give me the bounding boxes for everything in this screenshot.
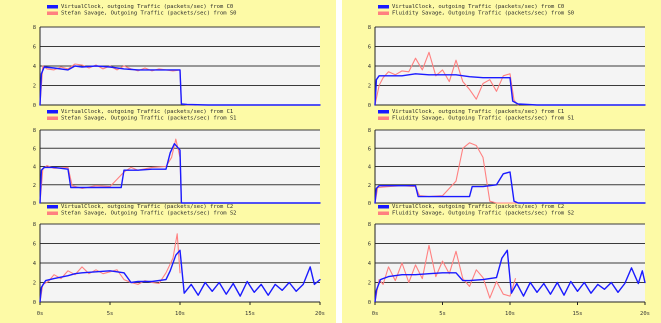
y-tick-label: 6 [368, 242, 371, 248]
series-line-1 [374, 249, 646, 303]
legend-label: VirtualClock, outgoing Traffic (packets/… [61, 109, 233, 115]
y-tick-label: 6 [368, 45, 371, 51]
legend-label: Fluidity Savage, Outgoing Traffic (packe… [392, 211, 574, 217]
x-tick-label: 20s [640, 311, 650, 317]
legend-swatch [378, 11, 389, 15]
series-line-1 [39, 65, 321, 106]
x-tick-label: 20s [315, 311, 325, 317]
y-tick-label: 0 [368, 300, 371, 306]
y-tick-label: 6 [33, 242, 36, 248]
y-tick-label: 4 [368, 165, 372, 171]
legend-swatch [378, 116, 389, 120]
legend-swatch [47, 205, 58, 209]
y-tick-label: 4 [33, 64, 37, 70]
y-tick-label: 6 [33, 45, 36, 51]
y-tick-label: 8 [33, 222, 36, 228]
x-tick-label: 15s [573, 311, 583, 317]
y-tick-label: 8 [368, 25, 371, 31]
y-tick-label: 2 [368, 281, 371, 287]
legend-label: Stefan Savage, Outgoing Traffic (packets… [61, 211, 237, 217]
legend-swatch [378, 5, 389, 9]
y-tick-label: 8 [33, 25, 36, 31]
chart-5: 0 2 4 6 8 VirtualClock, outgoing Traffic (pac… [368, 109, 646, 207]
y-tick-label: 2 [33, 84, 36, 90]
y-tick-label: 4 [33, 261, 37, 267]
y-tick-label: 2 [368, 183, 371, 189]
legend-label: VirtualClock, outgoing Traffic (packets/… [392, 109, 564, 115]
y-tick-label: 8 [368, 128, 371, 134]
y-tick-label: 0 [33, 300, 36, 306]
y-tick-label: 4 [368, 64, 372, 70]
legend-swatch [47, 11, 58, 15]
legend-label: Fluidity Savage, Outgoing Traffic (packe… [392, 11, 574, 17]
x-tick-label: 0s [372, 311, 379, 317]
x-tick-label: 0s [37, 311, 44, 317]
y-tick-label: 4 [368, 261, 372, 267]
y-tick-label: 0 [33, 103, 36, 109]
y-tick-label: 2 [33, 183, 36, 189]
legend-swatch [47, 211, 58, 215]
legend-swatch [378, 110, 389, 114]
legend-swatch [47, 116, 58, 120]
y-tick-label: 8 [368, 222, 371, 228]
chart-2: 0 2 4 6 8 VirtualClock, outgoing Traffic (pac… [33, 109, 321, 207]
series-line-1 [374, 73, 646, 106]
x-tick-label: 5s [439, 311, 446, 317]
x-tick-label: 10s [175, 311, 185, 317]
x-tick-label: 15s [245, 311, 255, 317]
y-tick-label: 2 [368, 84, 371, 90]
chart-1: 0 2 4 6 8 VirtualClock, outgoing Traffic (pac… [33, 4, 321, 109]
y-tick-label: 4 [33, 165, 37, 171]
series-line-1 [39, 142, 321, 204]
y-tick-label: 6 [368, 146, 371, 152]
y-tick-label: 2 [33, 281, 36, 287]
x-tick-label: 5s [107, 311, 114, 317]
y-tick-label: 0 [368, 103, 371, 109]
legend-label: VirtualClock, outgoing Traffic (packets/… [61, 4, 233, 10]
y-tick-label: 0 [33, 201, 36, 207]
series-line-2 [374, 51, 519, 106]
y-tick-label: 0 [368, 201, 371, 207]
legend-label: Fluidity Savage, Outgoing Traffic (packe… [392, 116, 574, 122]
series-line-1 [39, 249, 321, 303]
legend-swatch [378, 211, 389, 215]
chart-6: 0 2 4 6 8 VirtualClock, outgoing Traffic (pac… [368, 204, 650, 317]
chart-3: 0 2 4 6 8 VirtualClock, outgoing Traffic (pac… [33, 204, 325, 317]
series-line-1 [374, 171, 646, 204]
charts-layer: 0 2 4 6 8 VirtualClock, outgoing Traffic (pac… [33, 4, 650, 317]
legend-swatch [47, 5, 58, 9]
legend-label: VirtualClock, outgoing Traffic (packets/… [392, 4, 564, 10]
legend-label: VirtualClock, outgoing Traffic (packets/… [392, 204, 564, 210]
series-line-2 [39, 63, 195, 106]
x-tick-label: 10s [505, 311, 515, 317]
chart-4: 0 2 4 6 8 VirtualClock, outgoing Traffic (pac… [368, 4, 646, 109]
legend-label: Stefan Savage, Outgoing Traffic (packets… [61, 116, 237, 122]
legend-label: Stefan Savage, Outgoing Traffic (packets… [61, 11, 237, 17]
legend-label: VirtualClock, outgoing Traffic (packets/… [61, 204, 233, 210]
legend-swatch [47, 110, 58, 114]
y-tick-label: 6 [33, 146, 36, 152]
y-tick-label: 8 [33, 128, 36, 134]
legend-swatch [378, 205, 389, 209]
